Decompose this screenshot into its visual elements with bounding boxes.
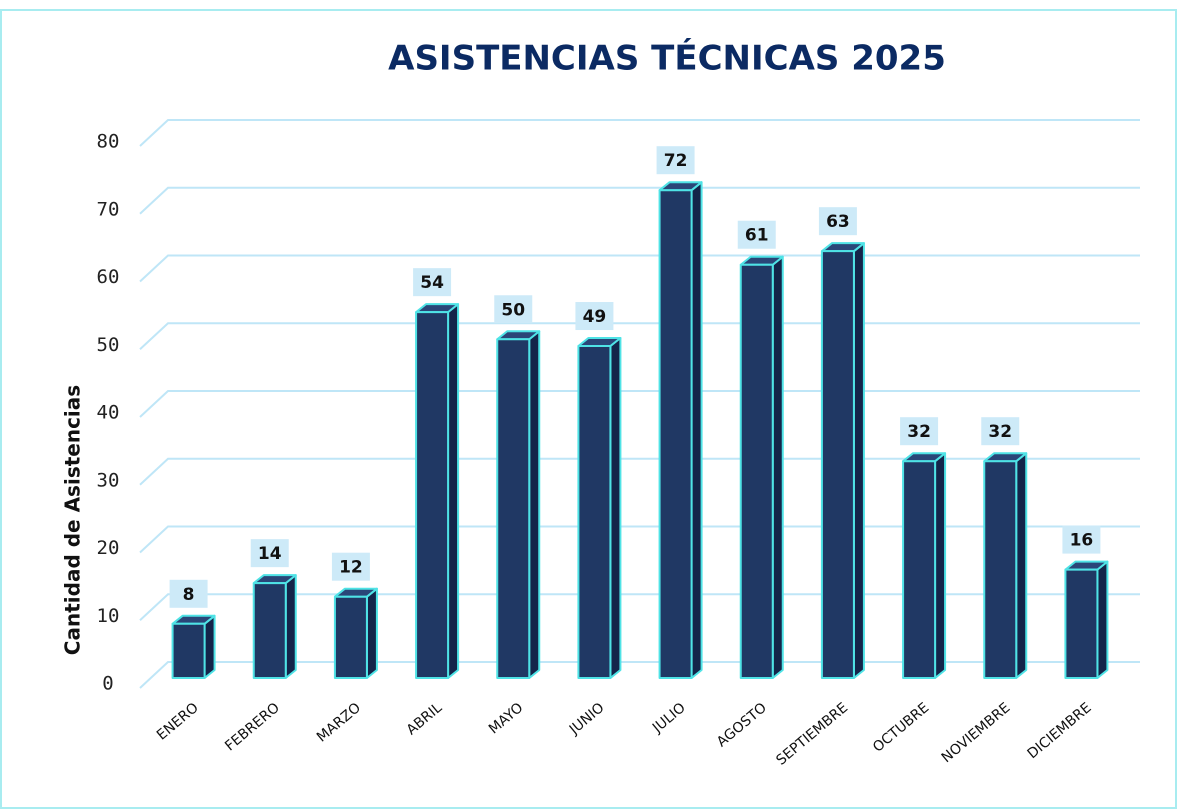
bar [496,330,541,679]
y-tick-label: 60 [97,266,120,288]
grid-line [139,593,1140,621]
y-tick-label: 20 [97,537,120,559]
value-label: 54 [420,273,444,293]
bar-front [415,311,450,679]
value-label: 72 [664,151,688,171]
bar [983,452,1028,680]
value-label: 32 [907,422,931,442]
x-tick-label: JULIO [649,700,689,737]
bar-front [739,263,774,679]
bar [333,587,378,680]
value-label-box [250,539,289,568]
y-tick-label: 40 [97,402,120,424]
value-label: 50 [501,300,525,320]
value-label: 63 [826,212,850,232]
chart-title: ASISTENCIAS TÉCNICAS 2025 [388,38,946,79]
x-tick-label: FEBRERO [222,700,283,755]
grid-line [139,254,1140,283]
value-label-box [413,268,452,297]
value-label: 49 [583,307,607,327]
grid-line [139,186,1140,215]
bar [577,337,622,679]
bar-front [1064,568,1099,679]
y-tick-label: 0 [102,673,113,695]
bar [658,181,703,679]
x-tick-label: MARZO [314,700,364,746]
x-tick-label: AGOSTO [714,700,770,751]
value-label-box [818,207,857,236]
value-label: 12 [339,558,363,578]
bar-side [447,303,460,679]
x-tick-label: ABRIL [404,700,446,739]
value-label-box [331,552,370,581]
y-tick-label: 10 [97,605,120,627]
bar-side [203,614,216,679]
bar-front [577,345,612,679]
bar-side [284,574,297,679]
bar [415,303,460,679]
bar-side [609,337,622,679]
x-tick-label: ENERO [154,700,202,744]
bar-side [771,255,784,679]
value-label-box [981,417,1020,446]
x-tick-label: OCTUBRE [870,700,932,756]
x-tick-label: SEPTIEMBRE [773,700,851,769]
bar [171,614,216,679]
x-tick-label: MAYO [486,700,526,738]
bar-side [1015,452,1028,679]
bar-side [365,587,378,679]
bar-front [496,338,531,679]
value-label-box [656,146,695,175]
bar-side [852,242,865,679]
bar-front [252,582,287,680]
value-label-box [575,302,614,331]
bar-side [690,181,703,679]
x-tick-label: JUNIO [566,700,608,739]
value-label: 16 [1070,531,1094,551]
grid-line [139,322,1140,350]
grid-line [139,457,1140,486]
value-label: 61 [745,226,769,246]
grid-line [139,119,1140,147]
value-label-box [737,220,776,249]
bar-front [820,250,855,680]
y-tick-label: 80 [97,131,120,153]
bar-side [1096,560,1109,679]
y-tick-label: 30 [97,469,120,491]
x-tick-label: NOVIEMBRE [939,700,1014,766]
bar-front [983,460,1018,680]
bar-side [934,452,947,679]
chart-border [0,9,1177,809]
grid-line [139,390,1140,418]
bar [739,255,784,679]
bar [820,242,865,680]
y-tick-label: 50 [97,334,120,356]
value-label-box [1062,525,1101,554]
value-label-box [494,295,533,324]
bar-front [902,460,937,680]
value-label-box [900,417,939,446]
value-label: 14 [258,544,282,564]
bar [902,452,947,680]
bar-side [528,330,541,679]
value-label: 8 [183,585,195,605]
value-label-box [169,579,208,608]
bar [252,574,297,680]
y-axis-title: Cantidad de Asistencias [61,385,85,655]
y-tick-label: 70 [97,198,120,220]
bar-front [333,595,368,680]
bar-front [171,622,206,679]
grid-line [139,661,1140,689]
bar [1064,560,1109,679]
grid-line [139,525,1140,554]
bar-front [658,189,693,679]
value-label: 32 [988,422,1012,442]
x-tick-label: DICIEMBRE [1025,700,1095,762]
